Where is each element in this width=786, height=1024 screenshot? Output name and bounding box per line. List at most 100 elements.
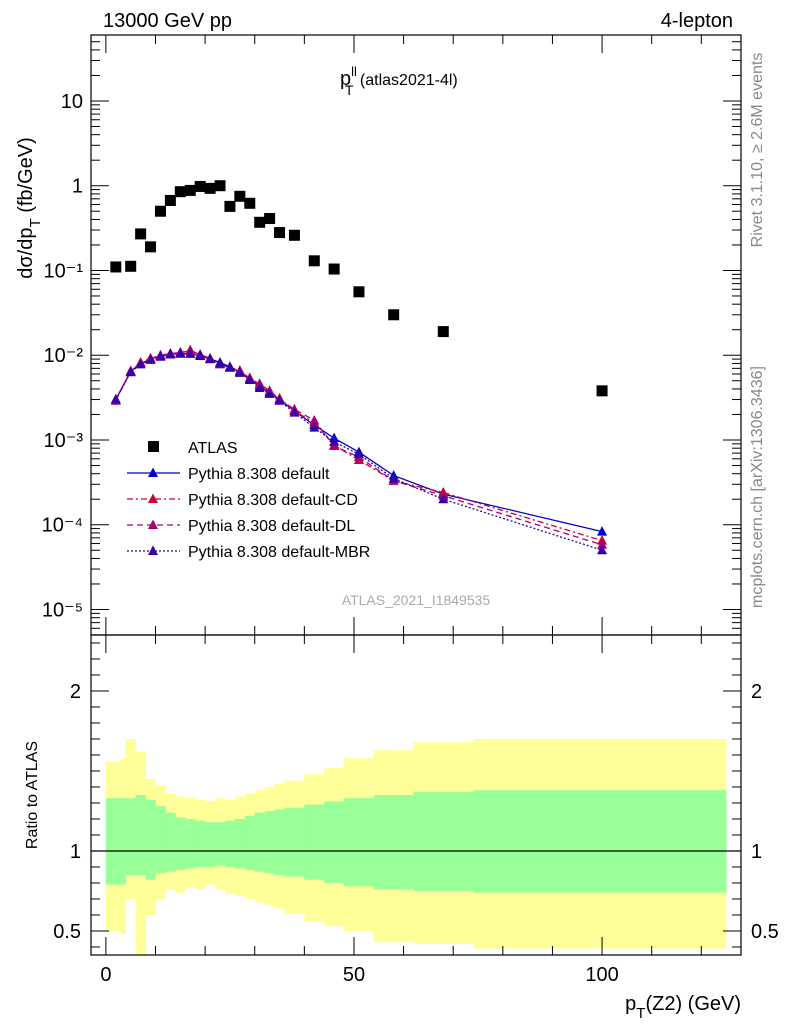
header-right: 4-lepton	[661, 10, 733, 32]
legend-marker	[148, 441, 159, 452]
legend-marker	[148, 519, 158, 529]
data-point	[154, 205, 166, 217]
series-marker	[274, 395, 285, 405]
legend-label: Pythia 8.308 default-DL	[188, 518, 355, 535]
ratio-uncertainty-bands	[105, 739, 727, 955]
ratio-axis-ticks: 2 2 1 1 0.5 0.5 0 50 100	[53, 635, 779, 986]
data-point	[125, 260, 137, 272]
stat-uncertainty-band	[264, 811, 275, 874]
legend-marker	[148, 467, 158, 477]
data-point	[184, 184, 196, 196]
data-point	[274, 227, 286, 239]
analysis-watermark: ATLAS_2021_I1849535	[342, 592, 491, 608]
legend-label: Pythia 8.308 default	[188, 466, 330, 483]
data-point	[244, 197, 256, 209]
stat-uncertainty-band	[215, 822, 226, 866]
main-title: pll T (atlas2021-4l)	[340, 64, 458, 98]
data-point	[224, 200, 236, 212]
series-marker	[165, 348, 176, 359]
stat-uncertainty-band	[205, 822, 216, 867]
stat-uncertainty-band	[185, 819, 196, 869]
series-marker	[309, 422, 320, 432]
main-y-tick-label: 10⁻¹	[44, 260, 84, 282]
main-y-tick-label: 10⁻⁵	[42, 599, 83, 621]
legend-marker	[148, 493, 158, 503]
mcplots-reference-text: mcplots.cern.ch [arXiv:1306.3436]	[749, 366, 766, 608]
legend-label: Pythia 8.308 default-CD	[188, 492, 358, 509]
series-marker	[195, 350, 206, 360]
stat-uncertainty-band	[165, 812, 176, 872]
series-marker	[145, 354, 156, 364]
stat-uncertainty-band	[344, 798, 375, 887]
series-marker	[438, 493, 449, 504]
stat-uncertainty-band	[155, 806, 166, 874]
stat-uncertainty-band	[304, 804, 325, 880]
x-tick-label: 50	[343, 964, 365, 986]
series-marker	[175, 348, 186, 358]
series-marker	[215, 357, 226, 368]
data-point	[174, 186, 186, 198]
series-marker	[155, 351, 166, 361]
legend-label: ATLAS	[188, 440, 238, 457]
stat-uncertainty-band	[284, 807, 305, 877]
ratio-y-tick-label-right: 1	[751, 841, 762, 863]
ratio-y-axis-label: Ratio to ATLAS	[24, 741, 41, 849]
series-marker	[205, 353, 216, 364]
series-marker	[224, 361, 235, 372]
data-points	[110, 180, 608, 555]
ratio-y-tick-label-right: 0.5	[751, 921, 779, 943]
legend: ATLAS Pythia 8.308 default Pythia 8.308 de…	[127, 440, 370, 561]
stat-uncertainty-band	[145, 799, 156, 880]
stat-uncertainty-band	[254, 812, 265, 872]
main-y-tick-label: 10	[61, 91, 83, 113]
data-point	[596, 385, 608, 397]
legend-marker	[148, 545, 158, 555]
series-marker	[597, 544, 608, 555]
data-point	[164, 194, 176, 206]
ratio-y-tick-label: 2	[70, 681, 81, 703]
stat-uncertainty-band	[413, 791, 474, 891]
data-point	[194, 180, 206, 192]
series-marker	[234, 367, 245, 377]
ratio-y-tick-label: 0.5	[53, 921, 81, 943]
data-point	[254, 216, 266, 228]
ratio-plot-frame	[90, 634, 742, 956]
stat-uncertainty-band	[473, 790, 727, 893]
stat-uncertainty-band	[105, 798, 122, 885]
data-point	[110, 261, 122, 273]
main-y-axis-label: dσ/dpT (fb/GeV)	[15, 137, 44, 279]
x-tick-label: 0	[100, 964, 111, 986]
stat-uncertainty-band	[195, 820, 206, 867]
data-point	[308, 255, 320, 267]
main-axis-ticks: 10 1 10⁻¹ 10⁻² 10⁻³ 10⁻⁴ 10⁻⁵	[42, 34, 741, 635]
main-y-tick-label: 1	[72, 176, 83, 198]
series-marker	[244, 374, 255, 385]
series-marker	[309, 414, 320, 425]
series-marker	[254, 382, 265, 393]
data-point	[328, 263, 340, 275]
stat-uncertainty-band	[120, 798, 127, 885]
stat-uncertainty-band	[135, 795, 146, 875]
series-marker	[264, 388, 275, 398]
stat-uncertainty-band	[274, 809, 285, 875]
main-y-tick-label: 10⁻³	[44, 430, 84, 452]
x-tick-label: 100	[585, 964, 618, 986]
series-marker	[110, 394, 121, 404]
stat-uncertainty-band	[175, 817, 186, 871]
series-marker	[185, 348, 196, 358]
series-marker	[289, 407, 300, 417]
ratio-y-tick-label: 1	[70, 841, 81, 863]
main-y-tick-label: 10⁻²	[44, 345, 84, 367]
series-marker	[597, 539, 608, 549]
series-marker	[597, 526, 608, 536]
stat-uncertainty-band	[125, 798, 136, 875]
data-point	[264, 213, 276, 225]
series-marker	[353, 448, 364, 459]
series-marker	[135, 358, 146, 369]
data-point	[388, 309, 400, 321]
stat-uncertainty-band	[324, 801, 345, 883]
data-point	[145, 241, 157, 253]
data-point	[288, 229, 300, 241]
header-left: 13000 GeV pp	[103, 10, 232, 32]
